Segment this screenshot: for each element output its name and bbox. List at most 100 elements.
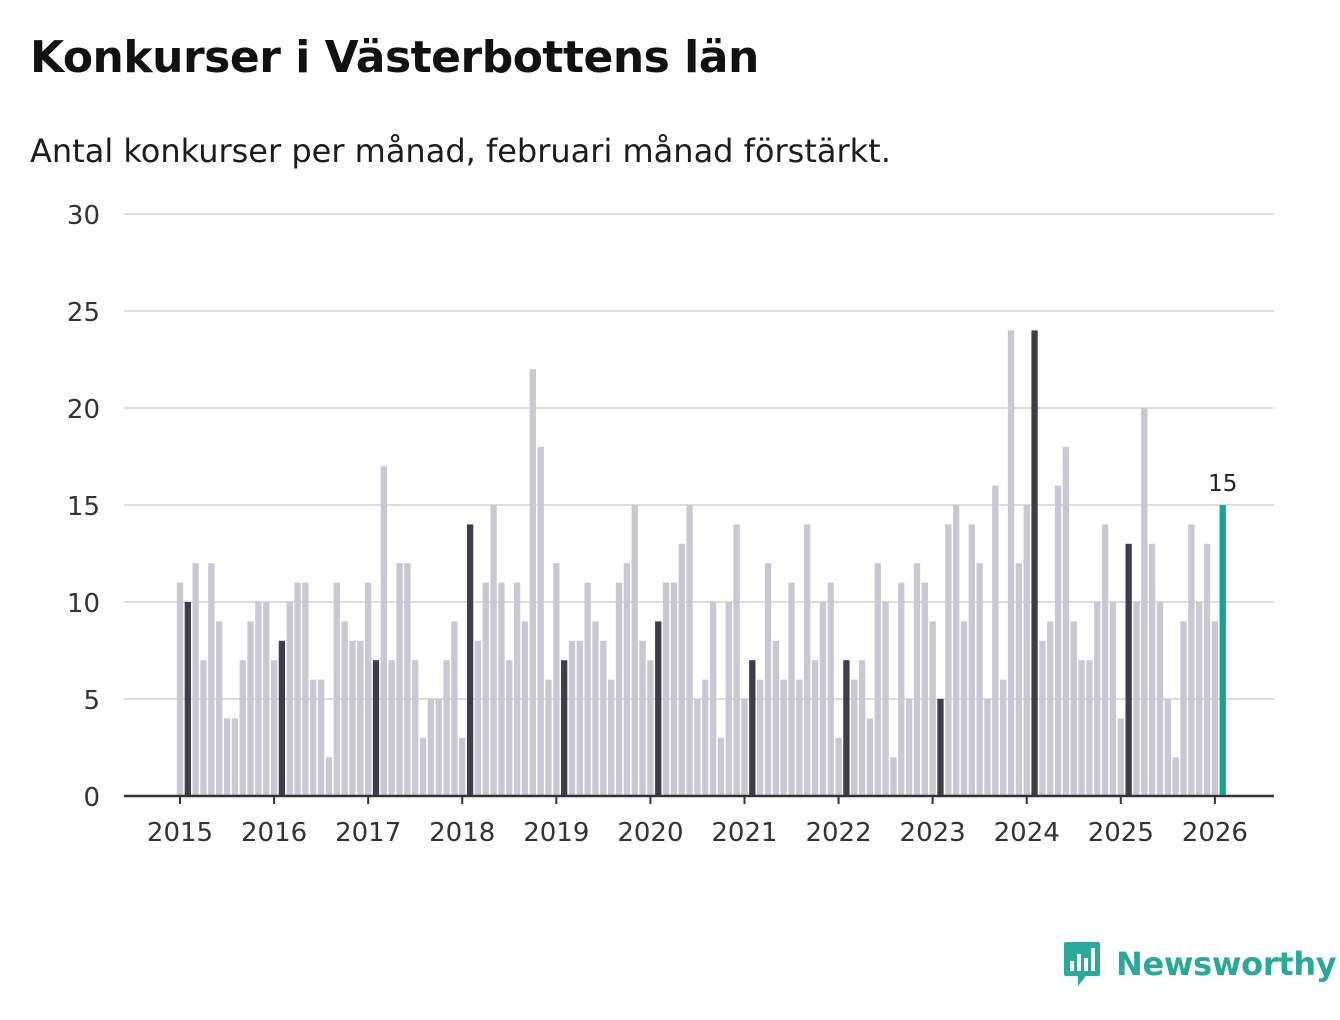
bar: [216, 621, 223, 796]
bar: [631, 505, 638, 796]
y-tick-label: 25: [67, 298, 100, 328]
x-tick-label: 2026: [1182, 818, 1248, 848]
bar: [780, 679, 787, 796]
bar: [764, 563, 772, 796]
bar: [788, 582, 795, 796]
bar: [553, 563, 560, 796]
y-tick-label: 5: [83, 686, 100, 716]
bar: [811, 660, 819, 796]
bar: [1172, 757, 1179, 796]
bar: [372, 660, 380, 796]
bar: [804, 524, 811, 796]
bar: [1117, 718, 1124, 796]
bar: [270, 660, 278, 796]
bar: [365, 582, 372, 796]
bar: [1007, 330, 1015, 796]
bar: [561, 660, 568, 796]
bar: [1101, 524, 1109, 796]
bar: [263, 602, 270, 796]
bar: [208, 563, 215, 796]
bar: [1203, 543, 1211, 796]
bar: [302, 582, 309, 796]
bar: [702, 679, 709, 796]
bar: [576, 640, 583, 796]
bar: [396, 563, 403, 796]
bar: [255, 602, 262, 796]
bar: [380, 466, 387, 796]
chart-title: Konkurser i Västerbottens län: [30, 32, 759, 83]
bar: [835, 737, 842, 796]
bar: [1086, 660, 1093, 796]
bar: [905, 699, 913, 796]
x-tick-label: 2023: [900, 818, 966, 848]
brand-name: Newsworthy: [1116, 945, 1337, 983]
y-tick-label: 30: [67, 201, 100, 231]
x-tick-label: 2025: [1088, 818, 1154, 848]
x-axis: 2015 2016 2017 2018 2019 2020 2021 2022 2023 2024…: [124, 794, 1274, 848]
bar: [992, 485, 999, 796]
bar: [1211, 621, 1219, 796]
bar: [976, 563, 983, 796]
newsworthy-logo[interactable]: Newsworthy: [1062, 940, 1337, 988]
bar: [757, 679, 764, 796]
bar: [1047, 621, 1054, 796]
bar: [1219, 505, 1226, 796]
x-tick-label: 2018: [429, 818, 495, 848]
bar: [725, 602, 732, 796]
bar: [592, 621, 599, 796]
bar: [310, 679, 317, 796]
bar: [600, 640, 607, 796]
bar: [521, 621, 529, 796]
bar: [843, 660, 850, 796]
bar: [694, 699, 701, 796]
x-tick-label: 2021: [711, 818, 777, 848]
latest-value-label: 15: [1208, 471, 1237, 497]
bar: [513, 582, 521, 796]
bar: [506, 660, 513, 796]
bar: [1062, 446, 1070, 796]
bar: [317, 679, 325, 796]
bar: [953, 505, 960, 796]
bar: [937, 699, 944, 796]
bar: [466, 524, 474, 796]
bar: [1070, 621, 1077, 796]
bar: [898, 582, 905, 796]
bar: [294, 582, 301, 796]
bar: [929, 621, 936, 796]
bar: [623, 563, 631, 796]
bar: [427, 699, 435, 796]
bar: [772, 640, 779, 796]
bar: [247, 621, 254, 796]
bar: [655, 621, 662, 796]
bar: [796, 679, 803, 796]
data-labels: 15: [1208, 471, 1237, 497]
bar: [717, 737, 725, 796]
bar: [858, 660, 866, 796]
bar: [545, 679, 552, 796]
bar: [1149, 543, 1156, 796]
bar: [529, 369, 536, 796]
bar: [851, 679, 858, 796]
bar: [866, 718, 874, 796]
bar: [1054, 485, 1062, 796]
bars: [176, 330, 1226, 796]
x-tick-label: 2016: [241, 818, 307, 848]
bar: [490, 505, 497, 796]
bar: [1125, 543, 1132, 796]
y-tick-label: 10: [67, 589, 100, 619]
bar: [741, 699, 748, 796]
bar: [615, 582, 623, 796]
bar: [184, 602, 191, 796]
bar: [1078, 660, 1085, 796]
x-tick-label: 2020: [617, 818, 683, 848]
bar: [1188, 524, 1195, 796]
bar: [662, 582, 670, 796]
bar: [404, 563, 411, 796]
bar: [333, 582, 340, 796]
bar: [357, 640, 364, 796]
x-tick-label: 2019: [523, 818, 589, 848]
bar: [200, 660, 207, 796]
bar: [537, 446, 544, 796]
bar: [890, 757, 897, 796]
